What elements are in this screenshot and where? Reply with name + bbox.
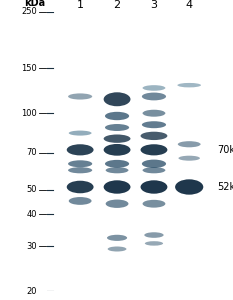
Ellipse shape xyxy=(107,235,127,241)
Ellipse shape xyxy=(143,200,165,208)
Ellipse shape xyxy=(142,121,166,128)
Text: 30: 30 xyxy=(27,242,37,251)
Text: 1: 1 xyxy=(77,1,84,10)
Ellipse shape xyxy=(140,132,167,140)
Ellipse shape xyxy=(142,160,166,168)
Ellipse shape xyxy=(178,141,201,147)
Ellipse shape xyxy=(69,130,92,136)
Ellipse shape xyxy=(143,85,165,91)
Ellipse shape xyxy=(106,200,128,208)
Ellipse shape xyxy=(105,112,129,120)
Ellipse shape xyxy=(108,247,127,251)
Text: kDa: kDa xyxy=(24,0,46,8)
Ellipse shape xyxy=(69,197,92,205)
Ellipse shape xyxy=(142,93,166,101)
Text: 70: 70 xyxy=(27,148,37,157)
Ellipse shape xyxy=(106,167,128,173)
Text: 40: 40 xyxy=(27,210,37,219)
Ellipse shape xyxy=(104,92,130,106)
Ellipse shape xyxy=(143,110,165,117)
Ellipse shape xyxy=(105,124,129,131)
Text: 20: 20 xyxy=(27,286,37,296)
Ellipse shape xyxy=(175,179,203,195)
Ellipse shape xyxy=(68,93,92,100)
Ellipse shape xyxy=(140,144,167,155)
Ellipse shape xyxy=(177,83,201,87)
Text: 100: 100 xyxy=(21,109,37,118)
Ellipse shape xyxy=(67,144,94,155)
Ellipse shape xyxy=(104,180,130,194)
Text: 70kDa: 70kDa xyxy=(217,145,233,155)
Text: 3: 3 xyxy=(151,1,158,10)
Text: 50: 50 xyxy=(27,185,37,194)
Ellipse shape xyxy=(144,232,164,238)
Ellipse shape xyxy=(104,144,130,156)
Text: 2: 2 xyxy=(113,1,121,10)
Text: 4: 4 xyxy=(186,1,193,10)
Ellipse shape xyxy=(105,160,129,168)
Ellipse shape xyxy=(143,167,165,173)
Text: 150: 150 xyxy=(21,64,37,73)
Ellipse shape xyxy=(145,241,163,246)
Ellipse shape xyxy=(68,160,92,167)
Ellipse shape xyxy=(68,167,92,173)
Text: 250: 250 xyxy=(21,8,37,16)
Ellipse shape xyxy=(140,180,167,194)
Ellipse shape xyxy=(178,156,200,161)
Ellipse shape xyxy=(104,134,130,143)
Text: 52kDa: 52kDa xyxy=(217,182,233,192)
Ellipse shape xyxy=(67,181,94,193)
